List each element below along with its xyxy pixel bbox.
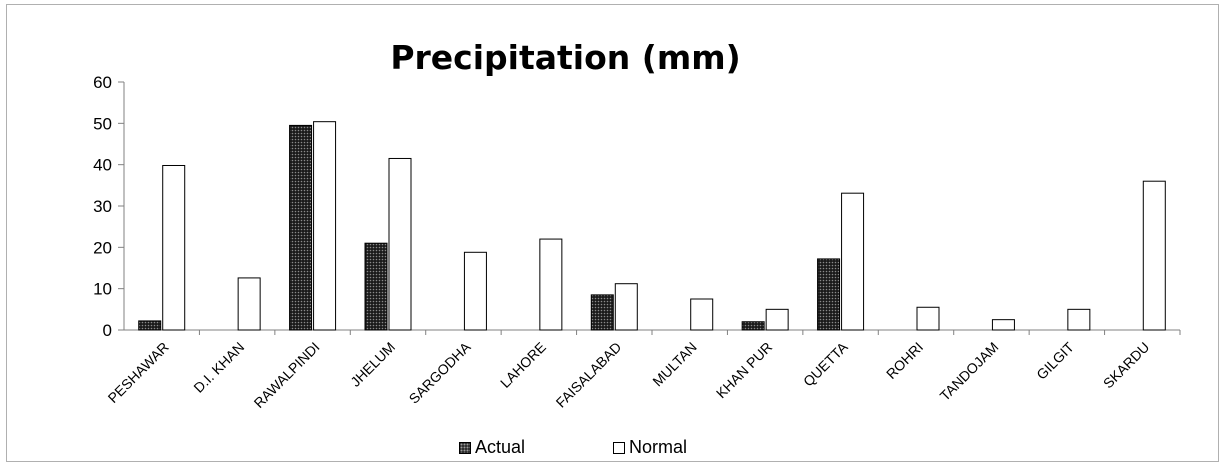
y-tick-label: 30 — [93, 197, 112, 216]
bar-normal-multan — [690, 298, 714, 331]
category-label: MULTAN — [649, 339, 700, 390]
legend-item-actual: Actual — [459, 437, 525, 458]
bar-actual-rawalpindi — [289, 124, 313, 331]
category-label: RAWALPINDI — [251, 339, 323, 411]
category-label: PESHAWAR — [105, 339, 172, 406]
bar-normal-d-i-khan — [237, 277, 261, 331]
category-label: SKARDU — [1100, 339, 1153, 392]
bar-normal-gilgit — [1067, 308, 1091, 331]
legend-swatch-actual — [459, 441, 471, 454]
category-label: KHAN PUR — [713, 339, 775, 401]
y-tick-label: 0 — [103, 321, 112, 340]
bar-normal-quetta — [841, 192, 865, 331]
bar-normal-skardu — [1142, 180, 1166, 331]
legend-item-normal: Normal — [613, 437, 687, 458]
category-label: SARGODHA — [406, 338, 474, 406]
category-label: GILGIT — [1033, 338, 1077, 382]
y-tick-label: 50 — [93, 114, 112, 133]
bar-normal-rawalpindi — [313, 121, 337, 331]
category-label: ROHRI — [883, 339, 926, 382]
bar-actual-quetta — [817, 258, 841, 331]
chart-frame — [6, 4, 1219, 462]
bar-normal-lahore — [539, 238, 563, 331]
y-tick-label: 20 — [93, 238, 112, 257]
bar-normal-peshawar — [162, 164, 186, 331]
chart-title: Precipitation (mm) — [390, 38, 741, 77]
bar-actual-khan-pur — [741, 321, 765, 331]
bar-normal-jhelum — [388, 157, 412, 331]
y-tick-label: 60 — [93, 73, 112, 92]
bar-normal-tandojam — [991, 319, 1015, 331]
bar-actual-peshawar — [138, 320, 162, 331]
bar-normal-faisalabad — [614, 283, 638, 331]
bar-normal-sargodha — [463, 251, 487, 331]
legend: Actual Normal — [0, 437, 1227, 463]
legend-swatch-normal — [613, 441, 625, 454]
bar-actual-jhelum — [364, 242, 388, 331]
bar-actual-faisalabad — [590, 294, 614, 331]
bar-normal-rohri — [916, 306, 940, 331]
category-label: QUETTA — [800, 338, 851, 389]
category-label: D.I. KHAN — [190, 339, 247, 396]
y-tick-label: 10 — [93, 280, 112, 299]
legend-label-normal: Normal — [629, 437, 688, 457]
category-label: JHELUM — [347, 339, 398, 390]
category-label: FAISALABAD — [553, 339, 625, 411]
y-tick-label: 40 — [93, 156, 112, 175]
category-label: TANDOJAM — [937, 339, 1002, 404]
bar-normal-khan-pur — [765, 308, 789, 331]
category-label: LAHORE — [497, 339, 549, 391]
legend-label-actual: Actual — [475, 437, 526, 457]
